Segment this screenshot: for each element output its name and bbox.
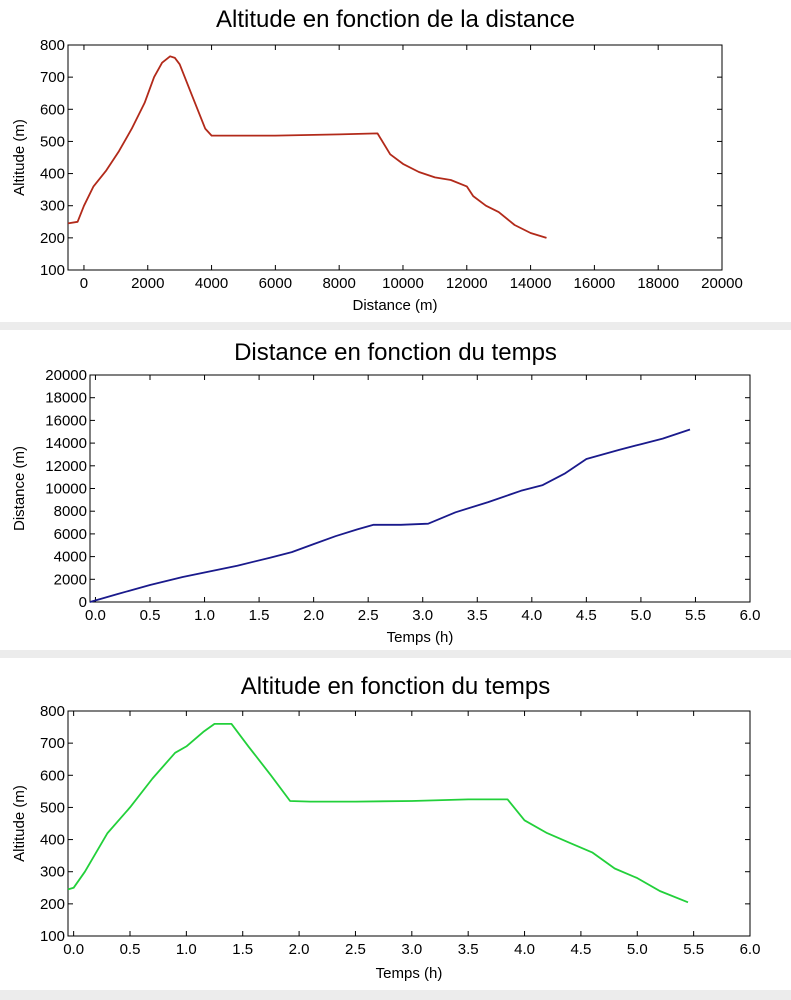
x-tick-label: 2.0: [303, 607, 324, 624]
y-tick-label: 200: [40, 896, 65, 913]
x-tick-label: 4.5: [570, 941, 591, 958]
y-tick-label: 400: [40, 832, 65, 849]
x-tick-label: 5.0: [630, 607, 651, 624]
y-axis-label: Altitude (m): [11, 119, 28, 196]
x-tick-label: 6.0: [740, 607, 761, 624]
chart-title: Altitude en fonction de la distance: [216, 6, 575, 33]
x-tick-label: 4.0: [521, 607, 542, 624]
x-axis-label: Temps (h): [387, 629, 454, 646]
x-tick-label: 5.5: [683, 941, 704, 958]
plot-area: [67, 710, 751, 937]
x-tick-label: 4000: [195, 275, 228, 292]
x-tick-label: 2.0: [289, 941, 310, 958]
x-tick-label: 20000: [701, 275, 743, 292]
x-tick-label: 3.5: [458, 941, 479, 958]
x-tick-label: 18000: [637, 275, 679, 292]
y-tick-label: 20000: [45, 367, 87, 384]
y-tick-label: 12000: [45, 458, 87, 475]
x-tick-label: 16000: [574, 275, 616, 292]
x-tick-label: 3.5: [467, 607, 488, 624]
y-tick-label: 4000: [54, 549, 87, 566]
y-tick-label: 300: [40, 198, 65, 215]
chart-distance-vs-time: Distance en fonction du temps 0 2000 4000 60…: [11, 339, 761, 646]
x-tick-label: 4.0: [514, 941, 535, 958]
y-tick-label: 500: [40, 799, 65, 816]
x-tick-label: 14000: [510, 275, 552, 292]
chart-panel-distance-time: Distance en fonction du temps 0 2000 4000 60…: [0, 330, 791, 650]
chart-title: Distance en fonction du temps: [234, 339, 557, 366]
y-tick-label: 14000: [45, 435, 87, 452]
x-tick-label: 0.5: [120, 941, 141, 958]
x-tick-label: 8000: [322, 275, 355, 292]
y-tick-label: 600: [40, 767, 65, 784]
chart-panel-altitude-distance: Altitude en fonction de la distance 100 20…: [0, 0, 791, 322]
x-tick-label: 1.0: [176, 941, 197, 958]
y-tick-label: 800: [40, 37, 65, 54]
x-tick-label: 0.5: [140, 607, 161, 624]
series-line: [67, 723, 689, 904]
x-tick-label: 2.5: [345, 941, 366, 958]
y-tick-label: 6000: [54, 526, 87, 543]
x-tick-label: 5.5: [685, 607, 706, 624]
x-tick-label: 5.0: [627, 941, 648, 958]
x-tick-label: 3.0: [412, 607, 433, 624]
y-tick-label: 8000: [54, 503, 87, 520]
x-tick-label: 12000: [446, 275, 488, 292]
y-tick-label: 700: [40, 69, 65, 86]
y-axis-label: Distance (m): [11, 446, 28, 531]
x-tick-label: 2.5: [358, 607, 379, 624]
y-tick-label: 10000: [45, 481, 87, 498]
y-tick-label: 600: [40, 101, 65, 118]
x-tick-label: 0.0: [85, 607, 106, 624]
chart-title: Altitude en fonction du temps: [241, 673, 551, 700]
x-tick-label: 1.0: [194, 607, 215, 624]
x-tick-label: 3.0: [401, 941, 422, 958]
y-axis-label: Altitude (m): [11, 785, 28, 862]
x-tick-label: 1.5: [232, 941, 253, 958]
x-tick-label: 2000: [131, 275, 164, 292]
x-tick-label: 6000: [259, 275, 292, 292]
x-tick-label: 6.0: [740, 941, 761, 958]
x-tick-label: 0: [80, 275, 88, 292]
x-tick-label: 1.5: [249, 607, 270, 624]
y-tick-label: 400: [40, 166, 65, 183]
x-tick-label: 4.5: [576, 607, 597, 624]
y-tick-label: 200: [40, 230, 65, 247]
x-axis-label: Temps (h): [376, 965, 443, 982]
chart-altitude-vs-time: Altitude en fonction du temps 100 200 300 40…: [11, 673, 761, 982]
y-tick-label: 500: [40, 133, 65, 150]
series-line: [89, 428, 691, 603]
series-line: [67, 55, 547, 239]
y-tick-label: 0: [79, 594, 87, 611]
y-tick-label: 18000: [45, 390, 87, 407]
chart-altitude-vs-distance: Altitude en fonction de la distance 100 20…: [11, 6, 743, 314]
chart-panel-altitude-time: Altitude en fonction du temps 100 200 300 40…: [0, 658, 791, 990]
y-tick-label: 16000: [45, 412, 87, 429]
y-tick-label: 100: [40, 928, 65, 945]
y-tick-label: 300: [40, 864, 65, 881]
x-tick-label: 10000: [382, 275, 424, 292]
y-tick-label: 800: [40, 703, 65, 720]
y-tick-label: 700: [40, 735, 65, 752]
y-tick-label: 100: [40, 262, 65, 279]
y-tick-label: 2000: [54, 571, 87, 588]
plot-area: [89, 374, 751, 603]
x-axis-label: Distance (m): [352, 297, 437, 314]
x-tick-label: 0.0: [63, 941, 84, 958]
